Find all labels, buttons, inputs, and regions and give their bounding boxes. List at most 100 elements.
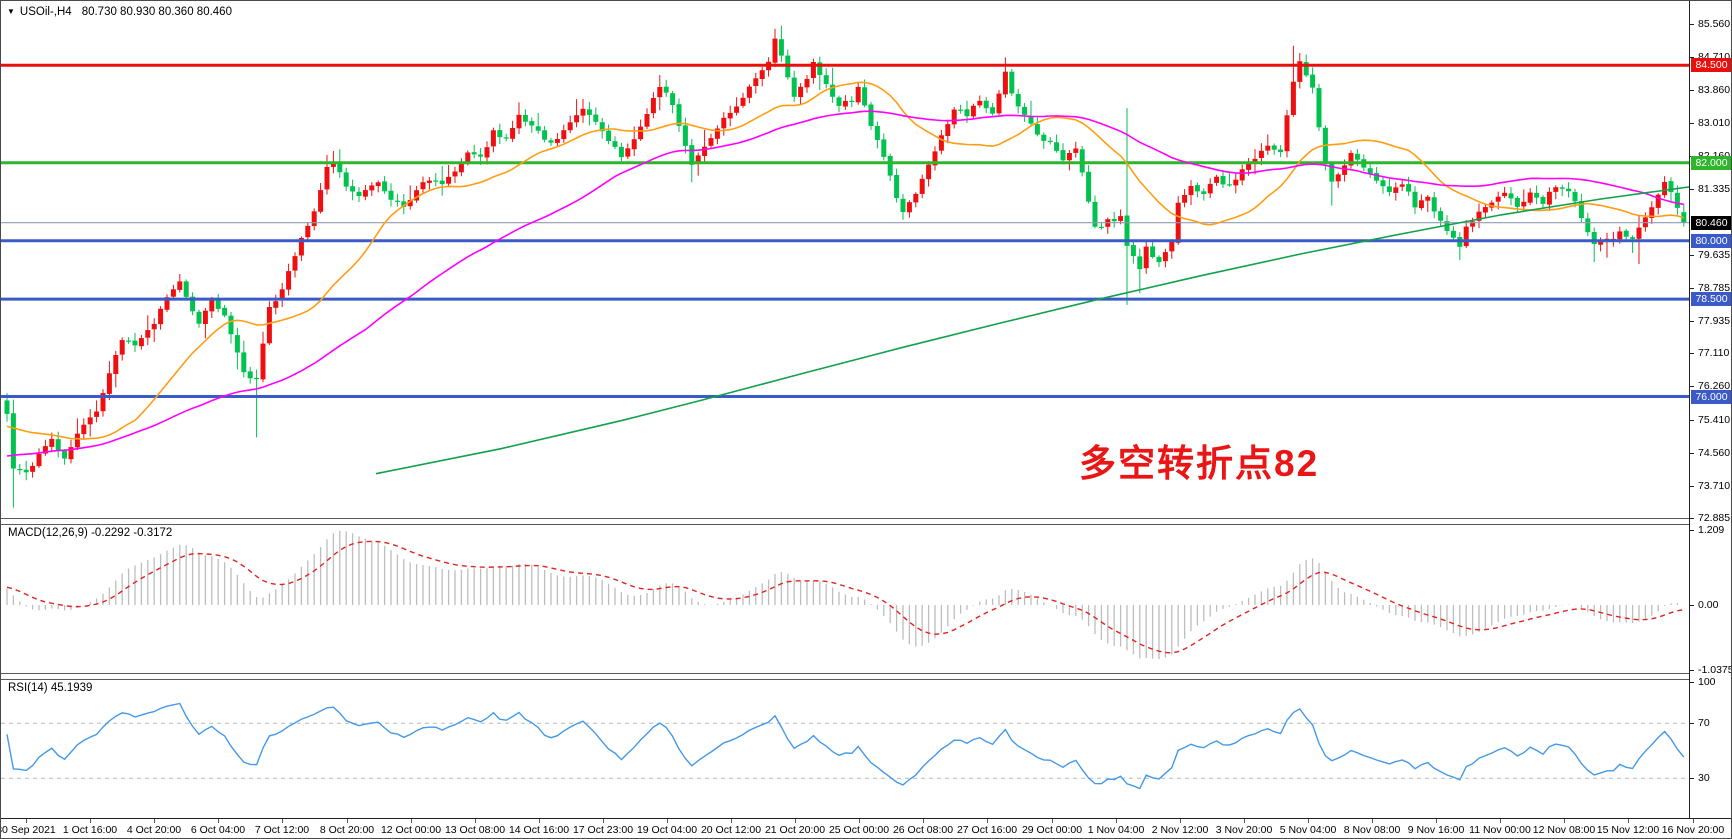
time-axis-label: 30 Sep 2021 — [1, 824, 56, 836]
axis-tick-mark — [1690, 90, 1694, 91]
time-tick-mark — [26, 819, 27, 823]
time-tick-mark — [667, 819, 668, 823]
price-tick-label: 79.635 — [1698, 249, 1731, 261]
axis-tick-mark — [1690, 386, 1694, 387]
time-tick-mark — [1372, 819, 1373, 823]
time-tick-mark — [90, 819, 91, 823]
time-axis-label: 14 Oct 16:00 — [508, 824, 570, 836]
axis-tick-mark — [1690, 57, 1694, 58]
trend-annotation-text: 多空转折点82 — [1079, 443, 1320, 484]
macd-name: MACD(12,26,9) — [8, 527, 88, 539]
time-tick-mark — [1628, 819, 1629, 823]
rsi-name: RSI(14) — [8, 682, 48, 694]
price-tick-label: 72.885 — [1698, 512, 1731, 524]
axis-tick-mark — [1690, 486, 1694, 487]
time-tick-mark — [603, 819, 604, 823]
price-tick-label: 78.785 — [1698, 282, 1731, 294]
price-level-badge: 82.000 — [1691, 156, 1731, 170]
rsi-label: RSI(14) 45.1939 — [8, 682, 92, 694]
time-axis-label: 29 Oct 00:00 — [1021, 824, 1083, 836]
price-level-badge: 80.460 — [1691, 216, 1731, 230]
time-axis-label: 15 Nov 12:00 — [1596, 824, 1660, 836]
price-axis[interactable]: 85.56084.71083.86083.01082.16081.33579.6… — [1690, 1, 1731, 818]
time-axis-label: 27 Oct 16:00 — [956, 824, 1018, 836]
price-tick-label: 77.110 — [1698, 347, 1730, 359]
price-tick-label: 83.860 — [1698, 84, 1731, 96]
axis-tick-mark — [1690, 723, 1694, 724]
time-axis-label: 7 Oct 12:00 — [254, 824, 310, 836]
time-tick-mark — [347, 819, 348, 823]
price-tick-label: 81.335 — [1698, 183, 1731, 195]
macd-label: MACD(12,26,9) -0.2292 -0.3172 — [8, 527, 172, 539]
time-axis-label: 26 Oct 08:00 — [892, 824, 954, 836]
panel-divider-macd[interactable] — [1, 518, 1731, 525]
price-level-badge: 78.500 — [1691, 292, 1731, 306]
time-axis-label: 2 Nov 12:00 — [1151, 824, 1209, 836]
axis-tick-mark — [1690, 670, 1694, 671]
time-axis-label: 17 Oct 23:00 — [572, 824, 634, 836]
time-tick-mark — [539, 819, 540, 823]
rsi-value: 45.1939 — [50, 682, 93, 694]
time-axis[interactable]: 30 Sep 2021 1 Oct 16:00 4 Oct 20:00 6 Oct 0… — [1, 819, 1731, 838]
time-axis-label: 12 Oct 00:00 — [380, 824, 442, 836]
time-axis-label: 20 Oct 12:00 — [700, 824, 762, 836]
time-axis-label: 13 Oct 08:00 — [444, 824, 506, 836]
time-tick-mark — [411, 819, 412, 823]
price-level-badge: 76.000 — [1691, 390, 1731, 404]
price-tick-label: 74.560 — [1698, 447, 1731, 459]
time-tick-mark — [1052, 819, 1053, 823]
price-axis-line — [1689, 1, 1690, 818]
time-axis-label: 16 Nov 20:00 — [1661, 824, 1725, 836]
time-tick-mark — [1500, 819, 1501, 823]
time-tick-mark — [154, 819, 155, 823]
time-axis-label: 5 Nov 04:00 — [1279, 824, 1337, 836]
ohlc-readout: 80.730 80.930 80.360 80.460 — [81, 6, 232, 18]
time-tick-mark — [731, 819, 732, 823]
macd-values: -0.2292 -0.3172 — [91, 527, 173, 539]
price-tick-label: 76.260 — [1698, 380, 1731, 392]
macd-indicator-panel[interactable] — [1, 523, 1689, 677]
time-axis-label: 6 Oct 04:00 — [190, 824, 246, 836]
price-tick-label: 70 — [1698, 717, 1710, 729]
time-tick-mark — [1308, 819, 1309, 823]
axis-tick-mark — [1690, 321, 1694, 322]
time-axis-label: 25 Oct 00:00 — [828, 824, 890, 836]
time-axis-label: 8 Oct 20:00 — [319, 824, 375, 836]
time-axis-label: 3 Nov 20:00 — [1215, 824, 1273, 836]
time-axis-label: 11 Nov 00:00 — [1469, 824, 1531, 836]
axis-tick-mark — [1690, 24, 1694, 25]
axis-tick-mark — [1690, 420, 1694, 421]
time-tick-mark — [218, 819, 219, 823]
time-axis-label: 21 Oct 20:00 — [764, 824, 826, 836]
price-tick-label: 75.410 — [1698, 414, 1731, 426]
price-tick-label: 73.710 — [1698, 480, 1731, 492]
time-axis-label: 9 Nov 16:00 — [1407, 824, 1465, 836]
time-tick-mark — [1436, 819, 1437, 823]
symbol-dropdown-icon[interactable]: ▼ — [7, 7, 15, 16]
axis-tick-mark — [1690, 453, 1694, 454]
time-tick-mark — [923, 819, 924, 823]
axis-tick-mark — [1690, 288, 1694, 289]
time-axis-label: 19 Oct 04:00 — [636, 824, 698, 836]
rsi-indicator-panel[interactable] — [1, 678, 1689, 818]
time-tick-mark — [1116, 819, 1117, 823]
axis-tick-mark — [1690, 518, 1694, 519]
main-price-chart[interactable] — [1, 1, 1689, 522]
time-axis-label: 12 Nov 08:00 — [1532, 824, 1596, 836]
time-axis-label: 1 Nov 04:00 — [1087, 824, 1145, 836]
price-tick-label: 1.209 — [1698, 524, 1725, 536]
time-tick-mark — [282, 819, 283, 823]
axis-tick-mark — [1690, 682, 1694, 683]
time-axis-label: 4 Oct 20:00 — [126, 824, 182, 836]
time-tick-mark — [987, 819, 988, 823]
axis-tick-mark — [1690, 353, 1694, 354]
axis-tick-mark — [1690, 778, 1694, 779]
time-axis-label: 8 Nov 08:00 — [1343, 824, 1401, 836]
axis-tick-mark — [1690, 530, 1694, 531]
time-tick-mark — [859, 819, 860, 823]
price-tick-label: 83.010 — [1698, 117, 1731, 129]
price-tick-label: 77.935 — [1698, 315, 1731, 327]
price-tick-label: 85.560 — [1698, 18, 1731, 30]
panel-divider-rsi[interactable] — [1, 673, 1731, 680]
